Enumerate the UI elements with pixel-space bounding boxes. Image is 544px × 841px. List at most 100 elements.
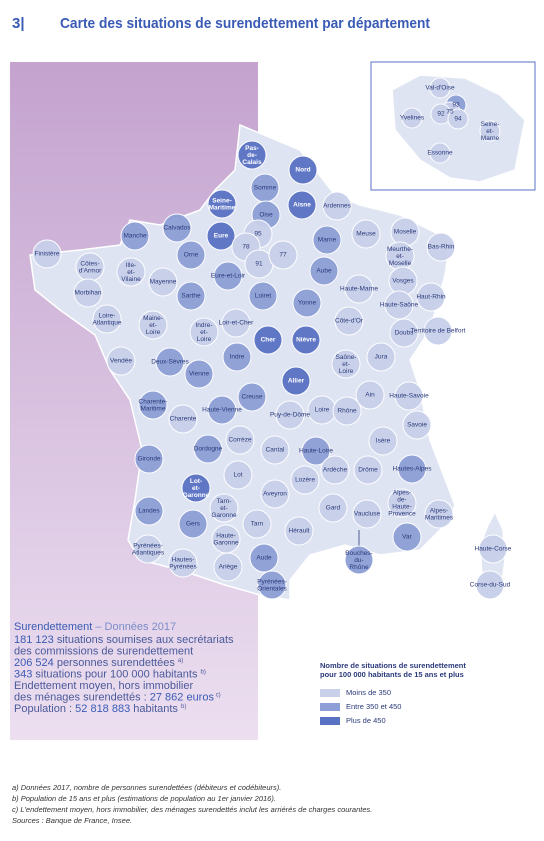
department-area bbox=[73, 278, 103, 308]
department-label: Eure-et-Loir bbox=[211, 273, 246, 280]
department-area bbox=[193, 434, 223, 464]
department-label: Orne bbox=[184, 252, 199, 259]
department-label: Pyrénées-Atlantiques bbox=[132, 542, 165, 556]
department-area bbox=[353, 455, 383, 485]
department-label: Lot bbox=[233, 472, 242, 479]
department-label: Yvelines bbox=[400, 115, 425, 122]
department-area bbox=[401, 107, 423, 129]
department-label: Meurthe-et-Moselle bbox=[387, 246, 413, 267]
stat-number: 52 818 883 bbox=[75, 703, 130, 715]
department-area bbox=[168, 404, 198, 434]
department-label: 91 bbox=[255, 261, 263, 268]
department-area bbox=[287, 190, 317, 220]
department-area bbox=[222, 342, 252, 372]
stats-line: 206 524 personnes surendettées a) bbox=[14, 657, 183, 669]
department-area bbox=[120, 221, 150, 251]
department-label: Haute-Corse bbox=[475, 546, 512, 553]
department-label: Manche bbox=[123, 233, 147, 240]
department-label: Morbihan bbox=[74, 290, 101, 297]
department-area bbox=[291, 325, 321, 355]
department-label: Eure bbox=[214, 233, 229, 240]
stat-text: Population : bbox=[14, 703, 75, 715]
department-area bbox=[207, 189, 237, 219]
department-label: Indre-et-Loire bbox=[196, 322, 213, 343]
department-label: Charente-Maritime bbox=[139, 398, 168, 412]
department-label: 75 bbox=[446, 109, 454, 116]
department-label: Loire-Atlantique bbox=[93, 312, 122, 326]
department-area bbox=[429, 142, 451, 164]
department-label: Creuse bbox=[242, 394, 263, 401]
legend-label: Moins de 350 bbox=[346, 688, 391, 697]
department-label: Marne bbox=[318, 237, 337, 244]
department-area bbox=[189, 317, 219, 347]
department-label: Essonne bbox=[427, 150, 453, 157]
map: Pas-de-Calais Nord Somme Seine-Maritime Aisn… bbox=[32, 77, 512, 600]
department-area bbox=[320, 455, 350, 485]
department-area bbox=[478, 534, 508, 564]
department-label: Mayenne bbox=[150, 279, 177, 286]
department-area bbox=[225, 425, 255, 455]
department-label: Corse-du-Sud bbox=[470, 582, 511, 589]
department-area bbox=[332, 396, 362, 426]
department-label: Rhône bbox=[337, 408, 357, 415]
department-label: Loire bbox=[315, 407, 330, 414]
department-area bbox=[331, 349, 361, 379]
department-area bbox=[253, 325, 283, 355]
department-area bbox=[138, 310, 168, 340]
department-label: Aveyron bbox=[263, 491, 287, 498]
department-label: Pas-de-Calais bbox=[242, 145, 262, 166]
department-area bbox=[312, 225, 342, 255]
department-label: Meuse bbox=[356, 231, 376, 238]
department-area bbox=[92, 304, 122, 334]
department-label: Ardennes bbox=[323, 203, 352, 210]
department-label: 95 bbox=[254, 231, 262, 238]
department-area bbox=[257, 570, 287, 600]
stat-text: personnes surendettées bbox=[54, 657, 178, 669]
department-label: Gironde bbox=[137, 456, 161, 463]
footnote: c) L'endettement moyen, hors immobilier,… bbox=[12, 805, 372, 814]
department-label: Hautes-Alpes bbox=[392, 466, 432, 473]
footnote: Sources : Banque de France, Insee. bbox=[12, 816, 132, 825]
department-label: Lot-et-Garonne bbox=[183, 478, 210, 499]
department-area bbox=[288, 155, 318, 185]
stat-text: habitants bbox=[130, 703, 181, 715]
department-area bbox=[322, 191, 352, 221]
department-label: Nord bbox=[295, 167, 310, 174]
department-area bbox=[176, 240, 206, 270]
department-area bbox=[249, 543, 279, 573]
stat-text: situations pour 100 000 habitants bbox=[32, 668, 200, 680]
legend-swatch bbox=[320, 689, 340, 697]
department-label: Aube bbox=[316, 268, 332, 275]
department-area bbox=[116, 257, 146, 287]
department-label: Calvados bbox=[163, 225, 191, 232]
department-label: 78 bbox=[242, 244, 250, 251]
stat-text: des commissions de surendettement bbox=[14, 645, 193, 657]
department-label: Haute-Marne bbox=[340, 286, 378, 293]
department-label: Haute-Garonne bbox=[213, 532, 239, 546]
stat-number: 181 123 bbox=[14, 634, 54, 646]
department-label: Territoire de Belfort bbox=[411, 328, 466, 335]
stat-text: a) bbox=[178, 658, 183, 664]
department-area bbox=[366, 342, 396, 372]
department-area bbox=[268, 240, 298, 270]
department-label: Deux-Sèvres bbox=[151, 359, 189, 366]
department-label: Loiret bbox=[255, 293, 271, 300]
department-area bbox=[352, 499, 382, 529]
department-area bbox=[207, 395, 237, 425]
department-label: Doubs bbox=[395, 330, 415, 337]
department-label: Var bbox=[402, 534, 412, 541]
department-area bbox=[275, 400, 305, 430]
department-label: Allier bbox=[288, 378, 305, 385]
department-label: 93 bbox=[452, 102, 460, 109]
department-area bbox=[475, 570, 505, 600]
footnotes: a) Données 2017, nombre de personnes sur… bbox=[12, 783, 372, 825]
department-label: Somme bbox=[254, 185, 277, 192]
department-area bbox=[281, 366, 311, 396]
department-label: Vosges bbox=[392, 278, 414, 285]
department-label: Haute-Vienne bbox=[202, 407, 242, 414]
department-area bbox=[209, 493, 239, 523]
department-label: Haute-Savoie bbox=[389, 393, 429, 400]
department-label: Drôme bbox=[358, 467, 378, 474]
department-area bbox=[394, 381, 424, 411]
